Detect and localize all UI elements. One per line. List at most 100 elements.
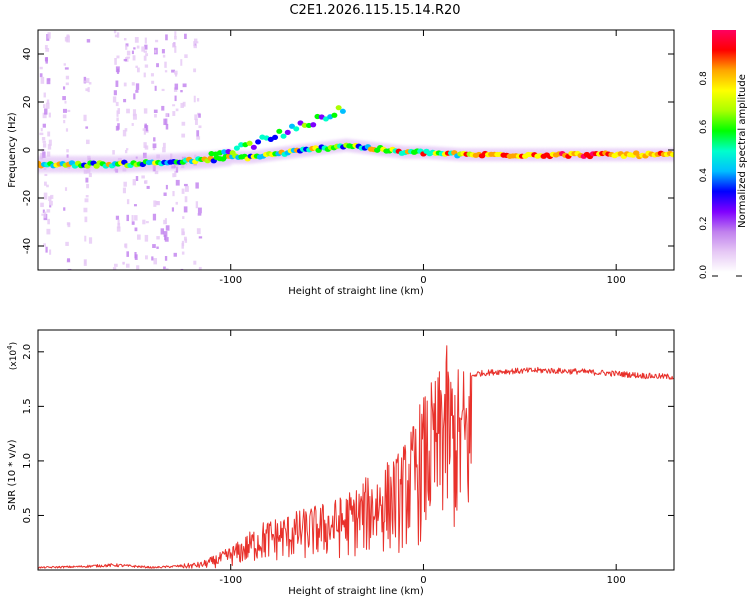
noise-speck xyxy=(86,183,90,189)
noise-speck xyxy=(135,176,139,181)
noise-speck xyxy=(180,102,184,108)
noise-speck xyxy=(164,237,169,242)
noise-speck xyxy=(162,147,166,153)
noise-speck xyxy=(150,73,154,77)
noise-speck xyxy=(114,57,117,65)
noise-speck xyxy=(174,31,177,37)
branch-blob xyxy=(289,123,296,129)
branch-blob xyxy=(246,140,253,146)
branch-blob xyxy=(238,142,245,148)
noise-speck xyxy=(123,58,128,62)
noise-speck xyxy=(198,236,203,239)
noise-speck xyxy=(46,151,51,157)
noise-speck xyxy=(39,66,43,70)
colorbar-tick-label: 0.6 xyxy=(699,119,709,134)
noise-speck xyxy=(84,235,87,242)
noise-speck xyxy=(132,179,136,186)
noise-speck xyxy=(113,30,117,34)
noise-speck xyxy=(163,219,166,225)
noise-speck xyxy=(165,118,168,125)
noise-speck xyxy=(174,170,177,178)
noise-speck xyxy=(183,183,188,187)
noise-speck xyxy=(180,59,183,66)
noise-speck xyxy=(165,34,168,41)
noise-speck xyxy=(43,92,46,98)
noise-speck xyxy=(143,55,147,61)
noise-speck xyxy=(161,88,165,92)
noise-speck xyxy=(123,82,127,87)
noise-speck xyxy=(88,237,93,244)
noise-speck xyxy=(122,187,127,194)
noise-speck xyxy=(42,140,46,143)
top-xlabel: Height of straight line (km) xyxy=(288,286,424,297)
branch-blob xyxy=(339,108,346,114)
noise-speck xyxy=(152,143,157,149)
noise-speck xyxy=(45,102,50,109)
noise-speck xyxy=(65,82,69,86)
noise-speck xyxy=(145,129,149,133)
noise-speck xyxy=(181,121,186,126)
noise-speck xyxy=(196,98,200,102)
noise-speck xyxy=(126,50,131,56)
noise-speck xyxy=(196,136,201,140)
noise-speck xyxy=(153,109,158,114)
noise-speck xyxy=(125,243,128,249)
noise-speck xyxy=(172,43,176,48)
noise-speck xyxy=(65,128,69,132)
noise-speck xyxy=(39,132,44,136)
noise-speck xyxy=(41,137,46,141)
noise-speck xyxy=(83,76,87,84)
noise-speck xyxy=(153,137,156,142)
noise-speck xyxy=(88,173,92,178)
noise-speck xyxy=(43,104,46,109)
noise-speck xyxy=(62,114,67,119)
noise-speck xyxy=(131,215,134,222)
noise-speck xyxy=(172,173,175,178)
noise-speck xyxy=(112,150,115,155)
noise-speck xyxy=(84,260,87,265)
branch-blob xyxy=(331,112,338,118)
noise-speck xyxy=(144,234,149,242)
noise-speck xyxy=(142,219,146,225)
noise-speck xyxy=(115,66,120,73)
noise-speck xyxy=(50,194,54,199)
noise-speck xyxy=(67,268,72,270)
noise-speck xyxy=(172,111,176,116)
noise-speck xyxy=(165,268,169,270)
noise-speck xyxy=(194,114,198,121)
noise-speck xyxy=(135,65,138,69)
noise-speck xyxy=(123,181,127,187)
noise-speck xyxy=(184,196,188,203)
multiplier-exp: 4 xyxy=(6,345,14,350)
noise-speck xyxy=(164,70,168,73)
noise-speck xyxy=(144,37,147,44)
noise-speck xyxy=(171,207,175,212)
bottom-ytick-label: 1.5 xyxy=(22,398,33,414)
branch-blob xyxy=(250,144,257,150)
noise-speck xyxy=(146,185,150,189)
noise-speck xyxy=(83,207,88,213)
noise-speck xyxy=(184,54,188,59)
noise-speck xyxy=(155,201,159,205)
noise-speck xyxy=(193,45,197,49)
noise-speck xyxy=(175,201,178,205)
noise-speck xyxy=(155,39,159,43)
noise-speck xyxy=(156,236,160,240)
noise-speck xyxy=(116,226,121,232)
noise-speck xyxy=(114,34,118,38)
noise-speck xyxy=(116,32,120,38)
noise-speck xyxy=(40,128,43,132)
noise-speck xyxy=(165,112,169,118)
noise-speck xyxy=(145,255,148,260)
noise-speck xyxy=(164,61,167,68)
branch-blob xyxy=(284,129,291,135)
top-ylabel: Frequency (Hz) xyxy=(7,112,18,188)
noise-speck xyxy=(136,45,140,49)
noise-speck xyxy=(193,41,196,47)
noise-speck xyxy=(161,105,165,111)
noise-speck xyxy=(85,177,89,183)
top-xtick-label: 0 xyxy=(420,275,426,286)
bottom-ytick-label: 2.0 xyxy=(22,344,33,360)
noise-speck xyxy=(180,90,183,93)
noise-speck xyxy=(195,201,199,209)
